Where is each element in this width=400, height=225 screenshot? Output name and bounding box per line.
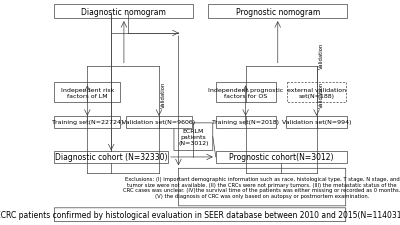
FancyBboxPatch shape: [208, 5, 347, 19]
FancyBboxPatch shape: [216, 116, 276, 128]
FancyBboxPatch shape: [216, 83, 276, 103]
FancyBboxPatch shape: [216, 151, 347, 164]
Text: Validation: Validation: [319, 82, 324, 108]
Text: Prognostic cohort(N=3012): Prognostic cohort(N=3012): [229, 153, 334, 162]
Text: Prognostic nomogram: Prognostic nomogram: [236, 8, 320, 17]
FancyBboxPatch shape: [178, 169, 346, 206]
Text: Training set(N=22724): Training set(N=22724): [52, 120, 123, 125]
Text: Exclusions: (I) important demographic information such as race, histological typ: Exclusions: (I) important demographic in…: [123, 176, 400, 198]
FancyBboxPatch shape: [286, 116, 347, 128]
FancyBboxPatch shape: [54, 83, 120, 103]
Text: Independent risk
factors of LM: Independent risk factors of LM: [61, 88, 114, 98]
Text: Validation: Validation: [161, 82, 166, 108]
Text: Validation set(N=994): Validation set(N=994): [282, 120, 351, 125]
FancyBboxPatch shape: [54, 208, 346, 222]
FancyBboxPatch shape: [54, 116, 120, 128]
Text: Validation: Validation: [319, 42, 324, 69]
Text: Diagnostic cohort (N=32330): Diagnostic cohort (N=32330): [55, 153, 168, 162]
FancyBboxPatch shape: [288, 83, 346, 103]
Text: Independent prognostic
factors for OS: Independent prognostic factors for OS: [208, 88, 283, 98]
Text: ECRLM
patients
(N=3012): ECRLM patients (N=3012): [178, 129, 209, 145]
Text: ECRC patients confirmed by histological evaluation in SEER database between 2010: ECRC patients confirmed by histological …: [0, 210, 400, 219]
Text: external validation
set(N=188): external validation set(N=188): [287, 88, 346, 98]
FancyBboxPatch shape: [174, 123, 213, 151]
FancyBboxPatch shape: [54, 5, 193, 19]
Text: Diagnostic nomogram: Diagnostic nomogram: [82, 8, 166, 17]
Text: Training set(N=2018): Training set(N=2018): [212, 120, 279, 125]
FancyBboxPatch shape: [126, 116, 192, 128]
FancyBboxPatch shape: [54, 151, 168, 164]
Text: Validation set(N=9606): Validation set(N=9606): [122, 120, 196, 125]
